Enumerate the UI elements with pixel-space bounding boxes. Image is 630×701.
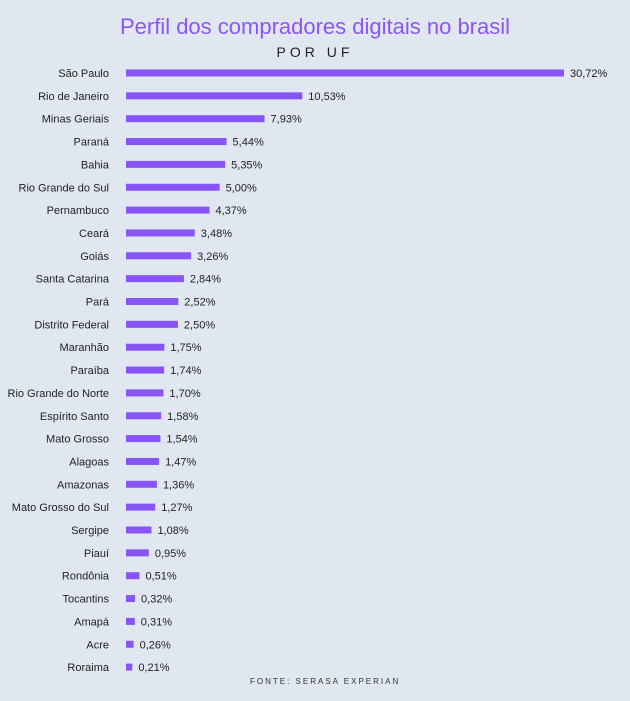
category-label: Minas Geriais	[42, 114, 110, 126]
data-label: 1,58%	[167, 411, 198, 423]
bar	[126, 160, 226, 168]
bar	[126, 503, 156, 511]
category-label: Paraíba	[70, 365, 109, 377]
category-label: Acre	[86, 639, 109, 651]
chart-title: Perfil dos compradores digitais no brasi…	[119, 14, 511, 39]
data-label: 10,53%	[308, 91, 346, 103]
data-label: 1,54%	[166, 434, 197, 446]
bar	[126, 412, 162, 420]
bar	[126, 298, 179, 305]
data-label: 1,70%	[169, 388, 200, 400]
bar	[126, 640, 134, 648]
bar	[126, 457, 160, 465]
data-label: 0,51%	[145, 571, 176, 583]
data-label: 2,50%	[184, 319, 215, 331]
category-label: Distrito Federal	[34, 319, 109, 331]
category-label: Maranhão	[59, 342, 109, 354]
bar	[126, 663, 133, 671]
bar	[126, 617, 135, 625]
data-label: 1,36%	[163, 479, 194, 491]
category-label: Ceará	[79, 228, 110, 240]
data-label: 1,74%	[170, 365, 201, 377]
category-label: Mato Grosso do Sul	[12, 502, 109, 514]
data-label: 1,08%	[157, 525, 188, 537]
category-label: Roraima	[67, 662, 109, 674]
category-label: Goiás	[80, 251, 109, 263]
data-label: 5,44%	[233, 137, 264, 149]
bar	[126, 92, 303, 100]
category-label: Rio Grande do Sul	[19, 182, 110, 194]
category-label: Mato Grosso	[46, 434, 109, 446]
category-label: Pernambuco	[47, 205, 109, 217]
data-label: 4,37%	[215, 205, 246, 217]
bar	[126, 69, 564, 77]
category-label: Sergipe	[71, 525, 109, 537]
bar	[126, 343, 165, 351]
data-label: 7,93%	[271, 114, 302, 126]
data-label: 30,72%	[570, 68, 608, 80]
category-label: Pará	[86, 297, 110, 309]
bar	[126, 320, 178, 328]
data-label: 0,32%	[141, 594, 172, 606]
category-label: Paraná	[74, 137, 110, 149]
data-label: 3,26%	[197, 251, 228, 263]
data-label: 5,00%	[226, 182, 257, 194]
category-label: Amazonas	[57, 479, 109, 491]
category-label: Alagoas	[69, 456, 109, 468]
bar	[126, 435, 161, 443]
bar	[126, 549, 149, 557]
data-label: 0,26%	[140, 639, 171, 651]
data-label: 2,52%	[184, 297, 215, 309]
data-label: 1,47%	[165, 456, 196, 468]
bar	[126, 115, 265, 123]
bar	[126, 229, 195, 237]
bar	[126, 595, 136, 603]
category-label: Rio de Janeiro	[38, 91, 109, 103]
chart-subtitle: POR UF	[276, 44, 354, 60]
bar	[126, 275, 184, 283]
category-label: Piauí	[84, 548, 109, 560]
bar	[126, 389, 164, 397]
data-label: 1,75%	[170, 342, 201, 354]
bar	[126, 526, 152, 534]
bar	[126, 572, 140, 580]
bar	[126, 366, 165, 374]
bar	[126, 183, 220, 191]
category-label: Rondônia	[62, 571, 110, 583]
data-label: 0,95%	[155, 548, 186, 560]
category-label: Amapá	[74, 616, 110, 628]
category-label: Santa Catarina	[36, 274, 110, 286]
data-label: 5,35%	[231, 159, 262, 171]
bar	[126, 138, 227, 146]
bar	[126, 480, 157, 488]
category-label: Tocantins	[63, 594, 110, 606]
bar	[126, 206, 210, 214]
category-label: Rio Grande do Norte	[8, 388, 110, 400]
data-label: 3,48%	[201, 228, 232, 240]
data-label: 1,27%	[161, 502, 192, 514]
bar	[126, 252, 192, 260]
data-label: 2,84%	[190, 274, 221, 286]
data-label: 0,21%	[138, 662, 169, 674]
category-label: São Paulo	[58, 68, 109, 80]
category-label: Espírito Santo	[40, 411, 109, 423]
data-label: 0,31%	[141, 616, 172, 628]
source-note: FONTE: SERASA EXPERIAN	[250, 677, 401, 686]
category-label: Bahia	[81, 159, 110, 171]
